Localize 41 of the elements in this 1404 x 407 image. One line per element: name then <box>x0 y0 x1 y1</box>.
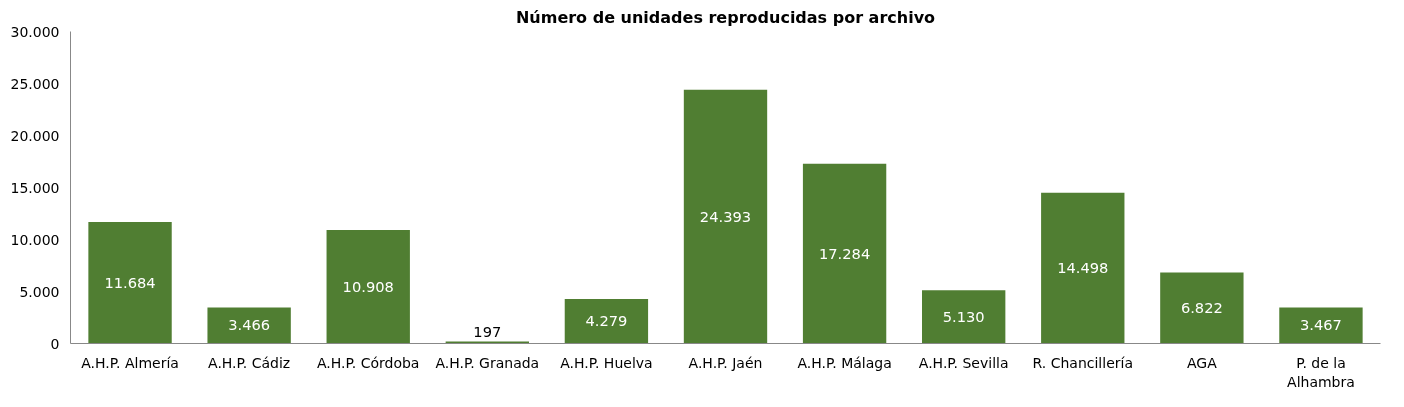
bar <box>1041 192 1125 344</box>
x-tick-label: P. de la Alhambra <box>1287 354 1355 390</box>
data-label: 3.467 <box>1299 316 1342 334</box>
y-tick-label: 15.000 <box>10 179 60 196</box>
y-tick-label: 0 <box>50 335 60 352</box>
bar <box>1160 272 1244 344</box>
x-tick-label: A.H.P. Almería <box>81 354 179 371</box>
data-label: 10.908 <box>342 277 394 295</box>
bar <box>922 290 1006 344</box>
y-tick-label: 20.000 <box>10 127 60 144</box>
data-label: 3.466 <box>228 316 271 334</box>
data-label: 17.284 <box>818 244 871 262</box>
data-label: 6.822 <box>1180 299 1223 317</box>
x-tick-label: A.H.P. Granada <box>435 354 540 371</box>
data-label: 5.130 <box>942 307 985 325</box>
data-label: 4.279 <box>585 312 628 330</box>
data-label: 24.393 <box>699 207 752 225</box>
bar <box>802 163 887 344</box>
bar <box>207 307 291 344</box>
bar <box>326 230 410 344</box>
x-tick-label: R. Chancillería <box>1032 354 1133 371</box>
x-tick-label: A.H.P. Sevilla <box>918 354 1009 371</box>
data-label: 197 <box>473 323 502 341</box>
x-tick-label: AGA <box>1186 354 1218 371</box>
x-tick-label: A.H.P. Jaén <box>688 354 763 371</box>
y-tick-label: 5.000 <box>19 283 60 300</box>
bar <box>445 341 529 344</box>
x-tick-label: A.H.P. Málaga <box>797 354 892 371</box>
bar <box>1279 307 1363 344</box>
y-tick-label: 25.000 <box>10 75 60 92</box>
y-tick-label: 10.000 <box>10 231 60 248</box>
y-tick-label: 30.000 <box>10 23 60 40</box>
x-tick-label: A.H.P. Córdoba <box>317 354 420 371</box>
data-label: 14.498 <box>1057 259 1109 277</box>
x-tick-label: A.H.P. Huelva <box>560 354 653 371</box>
bar <box>564 299 649 344</box>
x-tick-label: A.H.P. Cádiz <box>208 354 291 371</box>
bar <box>88 221 172 344</box>
data-label: 11.684 <box>104 273 156 291</box>
chart-title: Número de unidades reproducidas por archivo <box>515 7 936 27</box>
bar <box>683 89 768 344</box>
